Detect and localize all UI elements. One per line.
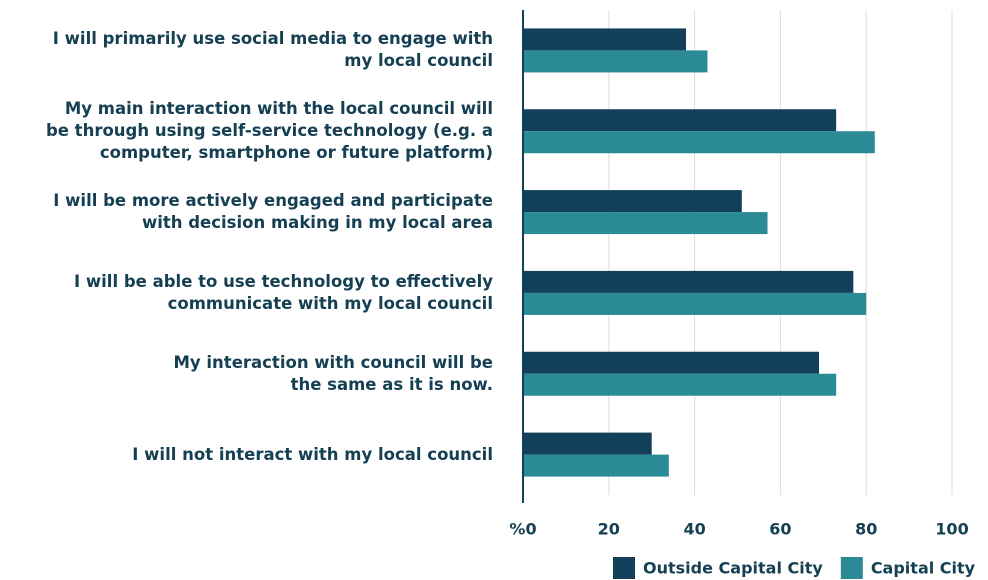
bar	[523, 50, 708, 73]
bar	[523, 373, 837, 396]
bar	[523, 28, 687, 51]
legend-label: Outside Capital City	[643, 559, 823, 578]
category-label: I will not interact with my local counci…	[132, 444, 493, 464]
bar	[523, 432, 652, 455]
bar	[523, 270, 854, 293]
bar	[523, 131, 875, 154]
bar	[523, 292, 867, 315]
x-tick-label: 100	[935, 520, 968, 539]
bar	[523, 454, 669, 477]
category-label: My main interaction with the local counc…	[45, 99, 493, 163]
x-tick-label: 60	[769, 520, 791, 539]
bar	[523, 351, 820, 374]
x-tick-label: 20	[598, 520, 620, 539]
bar	[523, 109, 837, 132]
legend-swatch	[613, 557, 635, 579]
category-label: My interaction with council will be the …	[173, 352, 493, 394]
category-label: I will be able to use technology to effe…	[74, 271, 493, 313]
x-tick-label: 40	[683, 520, 705, 539]
legend-label: Capital City	[871, 559, 976, 578]
bar	[523, 190, 742, 213]
x-tick-label: 80	[855, 520, 877, 539]
category-label: I will primarily use social media to eng…	[52, 29, 493, 71]
category-label: I will be more actively engaged and part…	[53, 191, 493, 233]
bar	[523, 212, 768, 235]
x-tick-label: %0	[509, 520, 536, 539]
legend-swatch	[840, 557, 863, 579]
